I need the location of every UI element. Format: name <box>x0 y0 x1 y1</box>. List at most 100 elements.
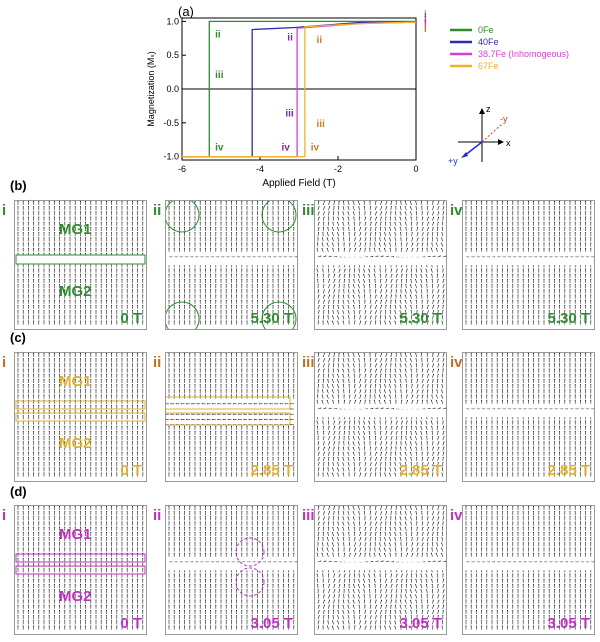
spin-panel-d-2: 3.05 T <box>165 505 298 635</box>
chart-annotation: ii <box>317 35 323 46</box>
bubble-highlight <box>235 567 265 597</box>
highlight-box <box>166 396 291 410</box>
legend-entry: 0Fe <box>478 25 494 35</box>
chart-annotation: i <box>424 10 427 21</box>
panel-label-a: (a) <box>178 4 194 19</box>
legend-entry: 67Fe <box>478 61 499 71</box>
interface-gap <box>315 257 446 266</box>
mg1-label: MG1 <box>59 526 92 543</box>
spin-panel-d-4: 3.05 T <box>462 505 595 635</box>
field-value: 2.85 T <box>547 462 590 479</box>
series-line-3 <box>182 21 417 158</box>
z-label: z <box>486 104 491 114</box>
field-value: 0 T <box>120 310 142 327</box>
field-value: 5.30 T <box>399 310 442 327</box>
chart-annotation: ii <box>287 32 293 43</box>
panel-tag-b-4: iv <box>450 202 463 219</box>
highlight-box <box>166 412 291 426</box>
panel-tag-d-4: iv <box>450 507 463 524</box>
chart-annotation: ii <box>215 30 221 41</box>
pos-y-axis <box>463 141 483 157</box>
chart-annotation: iv <box>311 142 320 153</box>
panel-tag-b-3: iii <box>302 202 315 219</box>
spin-panel-b-4: 5.30 T <box>462 200 595 330</box>
y-tick-label: 0.0 <box>166 84 179 94</box>
chart-annotation: i <box>424 24 427 35</box>
panel-tag-c-1: i <box>2 354 7 371</box>
field-value: 0 T <box>120 462 142 479</box>
x-arrowhead <box>498 139 504 145</box>
legend-entry: 40Fe <box>478 37 499 47</box>
chart-annotation: i <box>424 16 427 27</box>
interface-gap <box>166 257 297 266</box>
panel-tag-b-1: i <box>2 202 7 219</box>
corner-highlight <box>261 201 297 233</box>
field-value: 0 T <box>120 615 142 632</box>
chart-annotation: iv <box>281 142 290 153</box>
interface-gap <box>463 562 594 571</box>
field-value: 2.85 T <box>399 462 442 479</box>
chart-annotation: iii <box>215 70 224 81</box>
panel-tag-d-1: i <box>2 507 7 524</box>
y-axis-label: Magnetization (Mₛ) <box>146 51 156 126</box>
spin-panel-b-3: 5.30 T <box>314 200 447 330</box>
panel-label-d: (d) <box>10 484 27 499</box>
chart-annotation: iv <box>215 142 224 153</box>
panel-tag-d-2: ii <box>153 507 162 524</box>
panel-tag-c-3: iii <box>302 354 315 371</box>
z-arrowhead <box>479 108 485 114</box>
mg2-label: MG2 <box>59 435 92 452</box>
x-tick-label: -4 <box>256 164 264 174</box>
pos-y-label: +y <box>448 156 458 166</box>
panel-label-c: (c) <box>10 330 26 345</box>
interface-band <box>15 412 146 422</box>
mg2-label: MG2 <box>59 588 92 605</box>
interface-gap <box>166 562 297 571</box>
spin-panel-c-2: 2.85 T <box>165 352 298 482</box>
x-tick-label: 0 <box>413 164 418 174</box>
field-value: 2.85 T <box>250 462 293 479</box>
panel-tag-c-2: ii <box>153 354 162 371</box>
neg-y-label: -y <box>500 114 508 124</box>
interface-band <box>15 553 146 563</box>
interface-gap <box>315 409 446 418</box>
chart-legend: 0Fe 40Fe 38.7Fe (Inhomogeous) 67Fe <box>450 25 569 71</box>
field-value: 5.30 T <box>250 310 293 327</box>
field-value: 3.05 T <box>399 615 442 632</box>
interface-gap <box>463 409 594 418</box>
spin-panel-b-2: 5.30 T <box>165 200 298 330</box>
interface-gap <box>463 257 594 266</box>
panel-label-b: (b) <box>10 178 27 193</box>
axes-glyph: z x -y +y <box>448 104 511 166</box>
field-value: 3.05 T <box>250 615 293 632</box>
corner-highlight <box>166 201 200 233</box>
x-axis-label: Applied Field (T) <box>262 178 335 189</box>
x-label: x <box>506 138 511 148</box>
panel-tag-c-4: iv <box>450 354 463 371</box>
spin-panel-c-3: 2.85 T <box>314 352 447 482</box>
interface-band <box>15 565 146 575</box>
x-tick-label: -6 <box>178 164 186 174</box>
spin-panel-b-1: 0 T MG1 MG2 <box>14 200 147 330</box>
y-tick-label: 0.5 <box>166 50 179 60</box>
interface-band <box>15 254 146 265</box>
panel-tag-b-2: ii <box>153 202 162 219</box>
x-tick-label: -2 <box>334 164 342 174</box>
spin-panel-c-1: 0 T MG1 MG2 <box>14 352 147 482</box>
hysteresis-chart: -6 -4 -2 0 -1.0 -0.5 0.0 0.5 1.0 Applied Field (T… <box>146 10 427 189</box>
mg1-label: MG1 <box>59 373 92 390</box>
bubble-highlight <box>235 537 265 567</box>
interface-band <box>15 400 146 410</box>
spin-panel-d-3: 3.05 T <box>314 505 447 635</box>
legend-entry: 38.7Fe (Inhomogeous) <box>478 49 569 59</box>
pos-y-arrowhead <box>461 152 468 158</box>
spin-panel-c-4: 2.85 T <box>462 352 595 482</box>
spin-panel-d-1: 0 T MG1 MG2 <box>14 505 147 635</box>
field-value: 5.30 T <box>547 310 590 327</box>
corner-highlight <box>261 301 297 329</box>
corner-highlight <box>166 301 200 329</box>
mg2-label: MG2 <box>59 283 92 300</box>
chart-annotation: iii <box>285 109 294 120</box>
mg1-label: MG1 <box>59 221 92 238</box>
chart-annotation: iii <box>317 119 326 130</box>
